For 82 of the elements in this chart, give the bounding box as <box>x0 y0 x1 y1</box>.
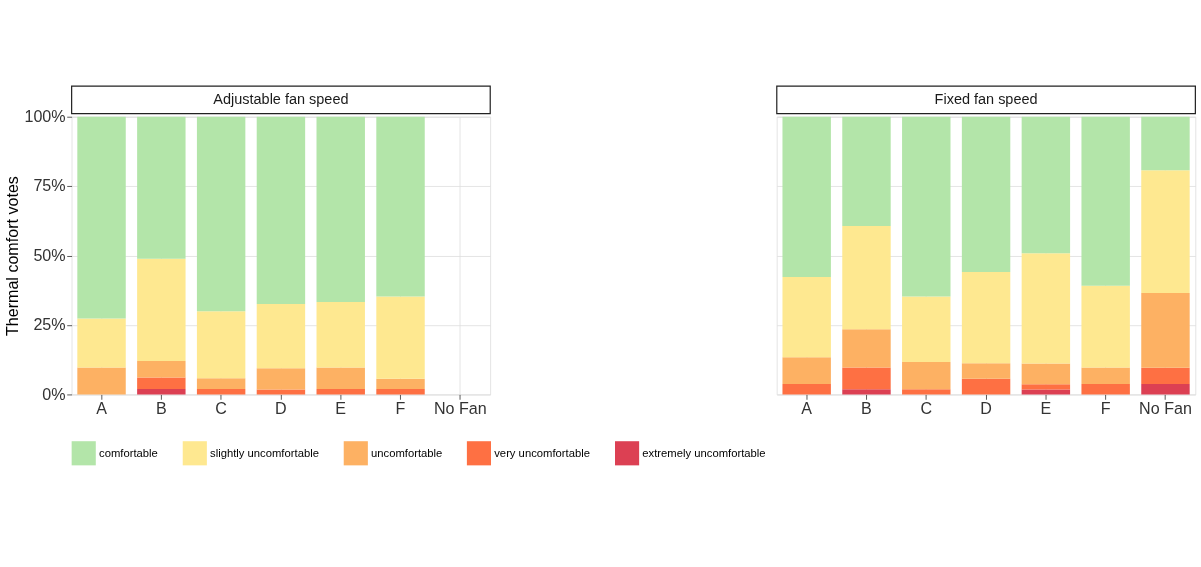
bar <box>1141 170 1190 293</box>
chart-title: Fixed fan speed <box>934 90 1038 107</box>
x-tick-label: D <box>980 399 992 418</box>
bar <box>376 296 425 379</box>
bar <box>1021 363 1071 385</box>
bar <box>1021 253 1071 364</box>
bar <box>961 116 1011 273</box>
bar <box>961 363 1011 379</box>
bar <box>316 302 365 368</box>
bar <box>1081 367 1130 384</box>
bar <box>316 388 365 395</box>
bar <box>376 388 425 395</box>
bar <box>137 360 186 378</box>
bar <box>77 116 126 319</box>
bar <box>137 377 186 389</box>
x-tick-label: A <box>801 399 813 418</box>
x-tick-label: F <box>1100 399 1111 418</box>
bar <box>376 378 425 389</box>
bar <box>196 311 246 379</box>
bar <box>256 368 306 390</box>
bar <box>961 272 1011 364</box>
x-tick-label: E <box>335 399 347 418</box>
legend-label: extremely uncomfortable <box>642 446 766 459</box>
x-tick-label: B <box>861 399 872 418</box>
bar <box>137 258 186 361</box>
bar <box>1081 285 1130 368</box>
bar <box>137 388 186 395</box>
bar <box>1021 116 1071 254</box>
bar <box>256 303 306 369</box>
x-tick-label: No Fan <box>433 399 487 418</box>
bar <box>137 116 186 259</box>
bar <box>782 383 831 395</box>
bar <box>196 378 246 389</box>
bar <box>1141 116 1190 171</box>
legend-label: comfortable <box>99 446 158 459</box>
bar <box>256 116 306 304</box>
bar <box>376 116 425 297</box>
bar <box>842 389 891 395</box>
x-tick-label: A <box>96 399 108 418</box>
x-tick-label: No Fan <box>1139 399 1192 418</box>
bar <box>842 225 891 330</box>
bar <box>1141 383 1190 395</box>
bar <box>256 389 306 395</box>
bar <box>1021 389 1071 395</box>
bar <box>902 362 951 390</box>
bar <box>316 367 365 389</box>
x-tick-label: C <box>215 399 227 418</box>
bar <box>1021 384 1071 390</box>
y-tick-label: 75% <box>33 176 66 195</box>
x-tick-label: F <box>395 399 406 418</box>
bar <box>1081 116 1130 286</box>
bar <box>316 116 365 303</box>
x-tick-label: E <box>1040 399 1052 418</box>
y-axis-title: Thermal comfort votes <box>2 176 21 337</box>
bar <box>1081 383 1130 395</box>
legend-label: uncomfortable <box>371 446 443 459</box>
bar <box>196 388 246 395</box>
bar <box>77 367 126 395</box>
bar <box>902 116 951 297</box>
bar <box>782 116 831 278</box>
y-tick-label: 25% <box>33 315 66 334</box>
x-tick-label: C <box>920 399 933 418</box>
x-tick-label: B <box>155 399 167 418</box>
bar <box>902 296 951 363</box>
bar <box>842 116 891 226</box>
bar <box>1141 367 1190 384</box>
bar <box>782 277 831 358</box>
bar <box>961 378 1011 395</box>
y-tick-label: 100% <box>24 107 66 126</box>
bar <box>782 357 831 384</box>
bar <box>842 329 891 368</box>
y-tick-label: 0% <box>42 384 66 403</box>
bar <box>902 389 951 395</box>
y-tick-label: 50% <box>33 245 66 264</box>
legend-label: very uncomfortable <box>494 446 590 459</box>
bar <box>196 116 246 312</box>
chart-title: Adjustable fan speed <box>213 90 349 107</box>
legend-label: slightly uncomfortable <box>210 446 319 459</box>
bar <box>842 367 891 390</box>
bar <box>77 318 126 368</box>
bar <box>1141 292 1190 368</box>
x-tick-label: D <box>275 399 287 418</box>
